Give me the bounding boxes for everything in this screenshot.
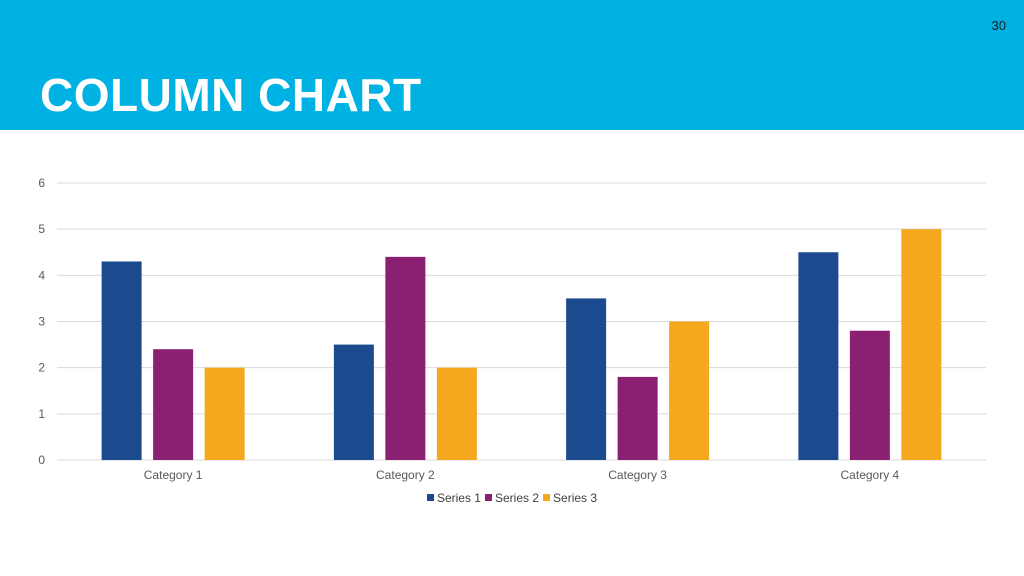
y-tick-label: 2 [38, 361, 45, 375]
legend-item: Series 2 [484, 490, 540, 505]
x-axis-ticks: Category 1 Category 2 Category 3 Category 4 [144, 468, 900, 482]
bar-1-2 [333, 344, 374, 460]
bar-1-4 [798, 252, 839, 460]
bar-2-4 [849, 330, 890, 460]
bars [101, 229, 942, 460]
y-tick-label: 4 [38, 268, 45, 282]
slide-title: COLUMN CHART [40, 69, 422, 121]
legend-swatch [426, 494, 434, 501]
legend-swatch [543, 494, 551, 501]
slide-number: 30 [991, 18, 1006, 33]
legend-item: Series 1 [426, 490, 481, 505]
bar-2-3 [617, 376, 658, 460]
y-axis-ticks: 0 1 2 3 4 5 6 [38, 176, 45, 467]
x-tick-label: Category 2 [376, 468, 435, 482]
bar-2-1 [153, 349, 194, 460]
x-tick-label: Category 3 [608, 468, 667, 482]
legend-label: Series 1 [436, 490, 481, 505]
y-tick-label: 0 [38, 453, 45, 467]
bar-3-4 [901, 229, 942, 460]
bar-3-1 [204, 367, 245, 460]
bar-3-3 [669, 321, 710, 460]
y-tick-label: 3 [38, 315, 45, 329]
legend-label: Series 3 [553, 490, 598, 505]
y-tick-label: 6 [38, 176, 45, 190]
legend-item: Series 3 [543, 491, 597, 505]
legend-label: Series 2 [494, 490, 540, 505]
y-tick-label: 1 [38, 407, 45, 421]
x-tick-label: Category 1 [144, 468, 203, 482]
x-tick-label: Category 4 [841, 468, 900, 482]
chart-legend: Series 1 Series 2 Series 3 [0, 490, 1024, 505]
header-band [0, 0, 1024, 130]
bar-3-2 [436, 367, 477, 460]
bar-1-1 [101, 261, 142, 460]
gridlines [57, 182, 986, 461]
bar-1-3 [566, 298, 607, 460]
legend-swatch [484, 494, 492, 501]
y-tick-label: 5 [38, 222, 45, 236]
bar-2-2 [385, 256, 426, 460]
